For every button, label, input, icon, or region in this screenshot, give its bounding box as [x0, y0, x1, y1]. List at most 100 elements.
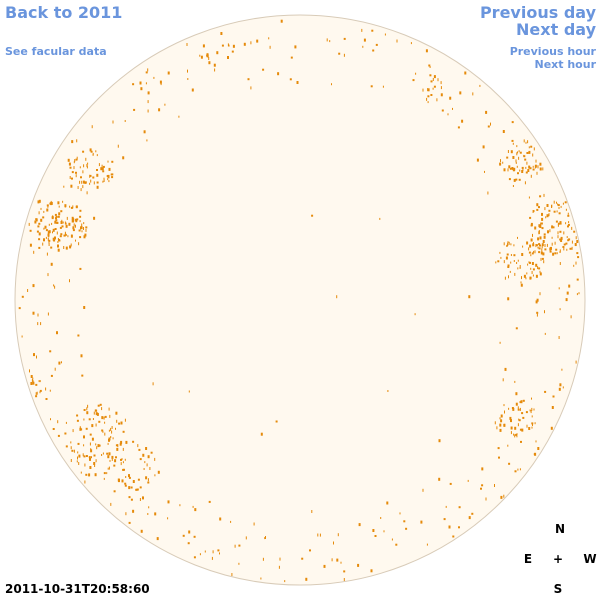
- facula-speck: [551, 406, 554, 409]
- facula-speck: [513, 433, 515, 436]
- facula-speck: [47, 273, 49, 277]
- next-hour-link[interactable]: Next hour: [534, 58, 597, 71]
- facula-speck: [52, 428, 55, 430]
- facula-speck: [69, 205, 71, 208]
- facula-speck: [517, 406, 519, 410]
- facula-speck: [449, 96, 452, 100]
- facula-speck: [500, 419, 503, 423]
- facula-speck: [84, 480, 86, 484]
- facula-speck: [571, 246, 573, 250]
- facula-speck: [50, 262, 53, 266]
- facula-speck: [106, 175, 108, 177]
- facula-speck: [371, 29, 374, 32]
- facula-speck: [54, 367, 56, 371]
- facula-speck: [396, 39, 398, 43]
- facula-speck: [164, 103, 166, 106]
- facula-speck: [145, 71, 148, 74]
- facula-speck: [519, 407, 521, 411]
- facula-speck: [81, 428, 83, 431]
- facula-speck: [68, 162, 71, 166]
- facula-speck: [178, 115, 180, 118]
- see-facular-data-link[interactable]: See facular data: [5, 45, 107, 58]
- facula-speck: [65, 222, 67, 225]
- facula-speck: [279, 557, 281, 561]
- facula-speck: [526, 152, 529, 154]
- facula-speck: [82, 170, 84, 174]
- facula-speck: [216, 51, 219, 55]
- facula-speck: [111, 176, 114, 179]
- facula-speck: [49, 350, 52, 353]
- facula-speck: [146, 463, 148, 467]
- facula-speck: [36, 230, 39, 233]
- facula-speck: [111, 426, 113, 429]
- facula-speck: [485, 497, 487, 501]
- facula-speck: [38, 246, 41, 249]
- facula-speck: [301, 557, 304, 560]
- facula-speck: [149, 467, 151, 470]
- facula-speck: [262, 68, 265, 71]
- facula-speck: [573, 230, 576, 233]
- facula-speck: [528, 427, 531, 430]
- facula-speck: [89, 182, 91, 185]
- facula-speck: [532, 268, 535, 271]
- facula-speck: [63, 185, 65, 188]
- next-day-link[interactable]: Next day: [516, 20, 596, 39]
- facula-speck: [37, 225, 40, 228]
- facula-speck: [499, 428, 502, 432]
- facula-speck: [503, 242, 505, 246]
- facula-speck: [499, 341, 501, 344]
- facula-speck: [551, 225, 554, 229]
- facula-speck: [52, 228, 55, 232]
- facula-speck: [99, 403, 102, 406]
- previous-hour-link[interactable]: Previous hour: [509, 45, 596, 58]
- facula-speck: [520, 283, 523, 287]
- facula-speck: [95, 459, 97, 463]
- facula-speck: [137, 478, 140, 481]
- facula-speck: [122, 156, 125, 160]
- facula-speck: [78, 454, 81, 458]
- facula-speck: [71, 177, 73, 180]
- facula-speck: [130, 498, 133, 501]
- facula-speck: [199, 553, 201, 556]
- facula-speck: [214, 68, 216, 72]
- facula-speck: [415, 72, 417, 75]
- facula-speck: [481, 484, 484, 487]
- facula-speck: [120, 462, 122, 466]
- facula-speck: [503, 168, 506, 172]
- facula-speck: [219, 517, 222, 521]
- facula-speck: [102, 452, 104, 455]
- previous-day-link[interactable]: Previous day: [479, 3, 596, 22]
- facula-speck: [265, 536, 266, 539]
- facula-speck: [448, 525, 451, 529]
- facula-speck: [440, 93, 443, 97]
- facula-speck: [533, 453, 535, 456]
- facula-speck: [521, 428, 524, 432]
- facula-speck: [121, 458, 123, 461]
- facula-speck: [559, 238, 562, 241]
- facula-speck: [65, 224, 68, 228]
- facula-speck: [481, 467, 484, 471]
- facula-speck: [319, 533, 321, 537]
- facula-speck: [497, 260, 500, 263]
- facula-speck: [506, 253, 509, 256]
- facula-speck: [142, 496, 144, 500]
- back-to-year-link[interactable]: Back to 2011: [5, 3, 123, 22]
- facula-speck: [79, 166, 81, 169]
- facula-speck: [54, 213, 57, 216]
- facula-speck: [329, 40, 331, 43]
- facula-speck: [535, 440, 537, 443]
- facula-speck: [558, 207, 560, 209]
- facula-speck: [452, 107, 453, 110]
- facula-speck: [42, 242, 44, 246]
- facula-speck: [380, 517, 382, 519]
- facula-speck: [71, 171, 74, 174]
- facula-speck: [509, 270, 511, 273]
- facula-speck: [494, 421, 496, 425]
- facula-speck: [156, 537, 159, 541]
- facula-speck: [38, 232, 41, 236]
- facula-speck: [38, 238, 41, 241]
- facula-speck: [521, 412, 524, 415]
- facula-speck: [38, 199, 41, 203]
- facula-speck: [187, 542, 190, 545]
